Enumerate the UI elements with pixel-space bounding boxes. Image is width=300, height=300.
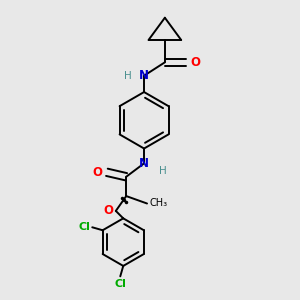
- Text: Cl: Cl: [79, 222, 91, 232]
- Text: H: H: [160, 166, 167, 176]
- Text: O: O: [190, 56, 200, 69]
- Text: CH₃: CH₃: [150, 199, 168, 208]
- Text: N: N: [139, 69, 149, 82]
- Text: N: N: [139, 157, 149, 170]
- Text: Cl: Cl: [114, 279, 126, 289]
- Text: O: O: [103, 204, 114, 218]
- Text: O: O: [92, 166, 102, 179]
- Text: H: H: [124, 71, 132, 81]
